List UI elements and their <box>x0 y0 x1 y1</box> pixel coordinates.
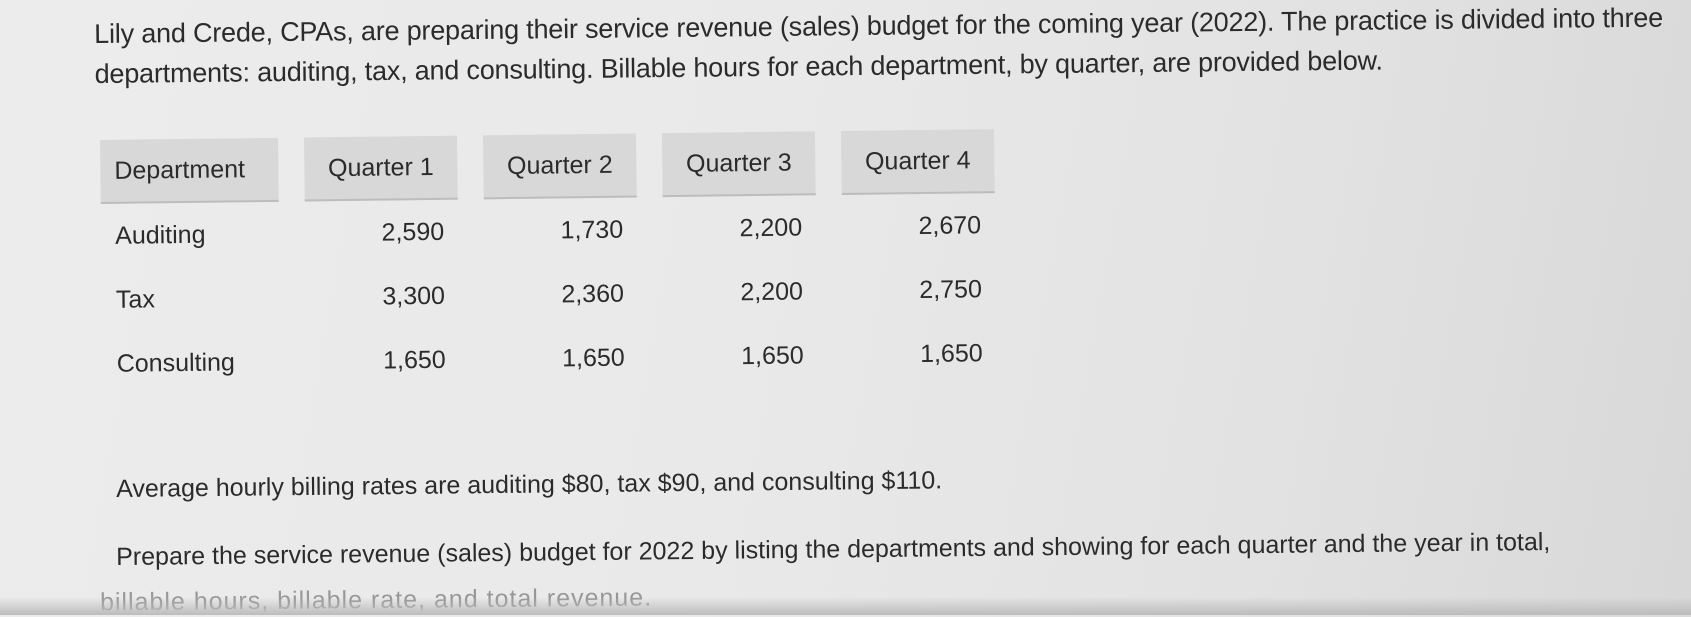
table-row: Tax 3,300 2,360 2,200 2,750 <box>102 257 997 332</box>
cell: 2,200 <box>740 276 804 306</box>
header-quarter-2: Quarter 2 <box>482 133 637 200</box>
cell: 1,650 <box>561 343 625 372</box>
cell: 2,590 <box>381 217 445 247</box>
header-quarter-4: Quarter 4 <box>840 129 995 195</box>
billable-hours-table-wrap: Department Quarter 1 Quarter 2 Quarter 3… <box>100 129 997 396</box>
row-consulting-label: Consulting <box>116 347 236 378</box>
header-quarter-1: Quarter 1 <box>303 135 458 202</box>
billable-hours-table: Department Quarter 1 Quarter 2 Quarter 3… <box>100 129 997 396</box>
instruction-text: Prepare the service revenue (sales) budg… <box>116 527 1551 571</box>
cell: 1,650 <box>740 340 804 370</box>
cell: 1,650 <box>382 345 446 375</box>
billing-rates-text: Average hourly billing rates are auditin… <box>116 466 943 503</box>
cell: 1,730 <box>560 215 624 244</box>
table-row: Auditing 2,590 1,730 2,200 2,670 <box>101 193 996 268</box>
cell: 2,200 <box>739 212 803 242</box>
row-auditing-label: Auditing <box>114 220 206 250</box>
cell: 2,360 <box>561 279 625 308</box>
table-row: Consulting 1,650 1,650 1,650 1,650 <box>102 321 997 396</box>
header-department: Department <box>100 137 279 204</box>
cell: 2,670 <box>918 210 982 240</box>
row-tax-label: Tax <box>115 284 156 314</box>
cell: 1,650 <box>919 338 983 368</box>
table-header-row: Department Quarter 1 Quarter 2 Quarter 3… <box>100 129 995 204</box>
header-quarter-3: Quarter 3 <box>661 131 816 198</box>
problem-intro: Lily and Crede, CPAs, are preparing thei… <box>94 2 1664 89</box>
cell: 2,750 <box>919 274 983 304</box>
cell: 3,300 <box>382 281 446 311</box>
page-bottom-edge <box>0 597 1691 615</box>
